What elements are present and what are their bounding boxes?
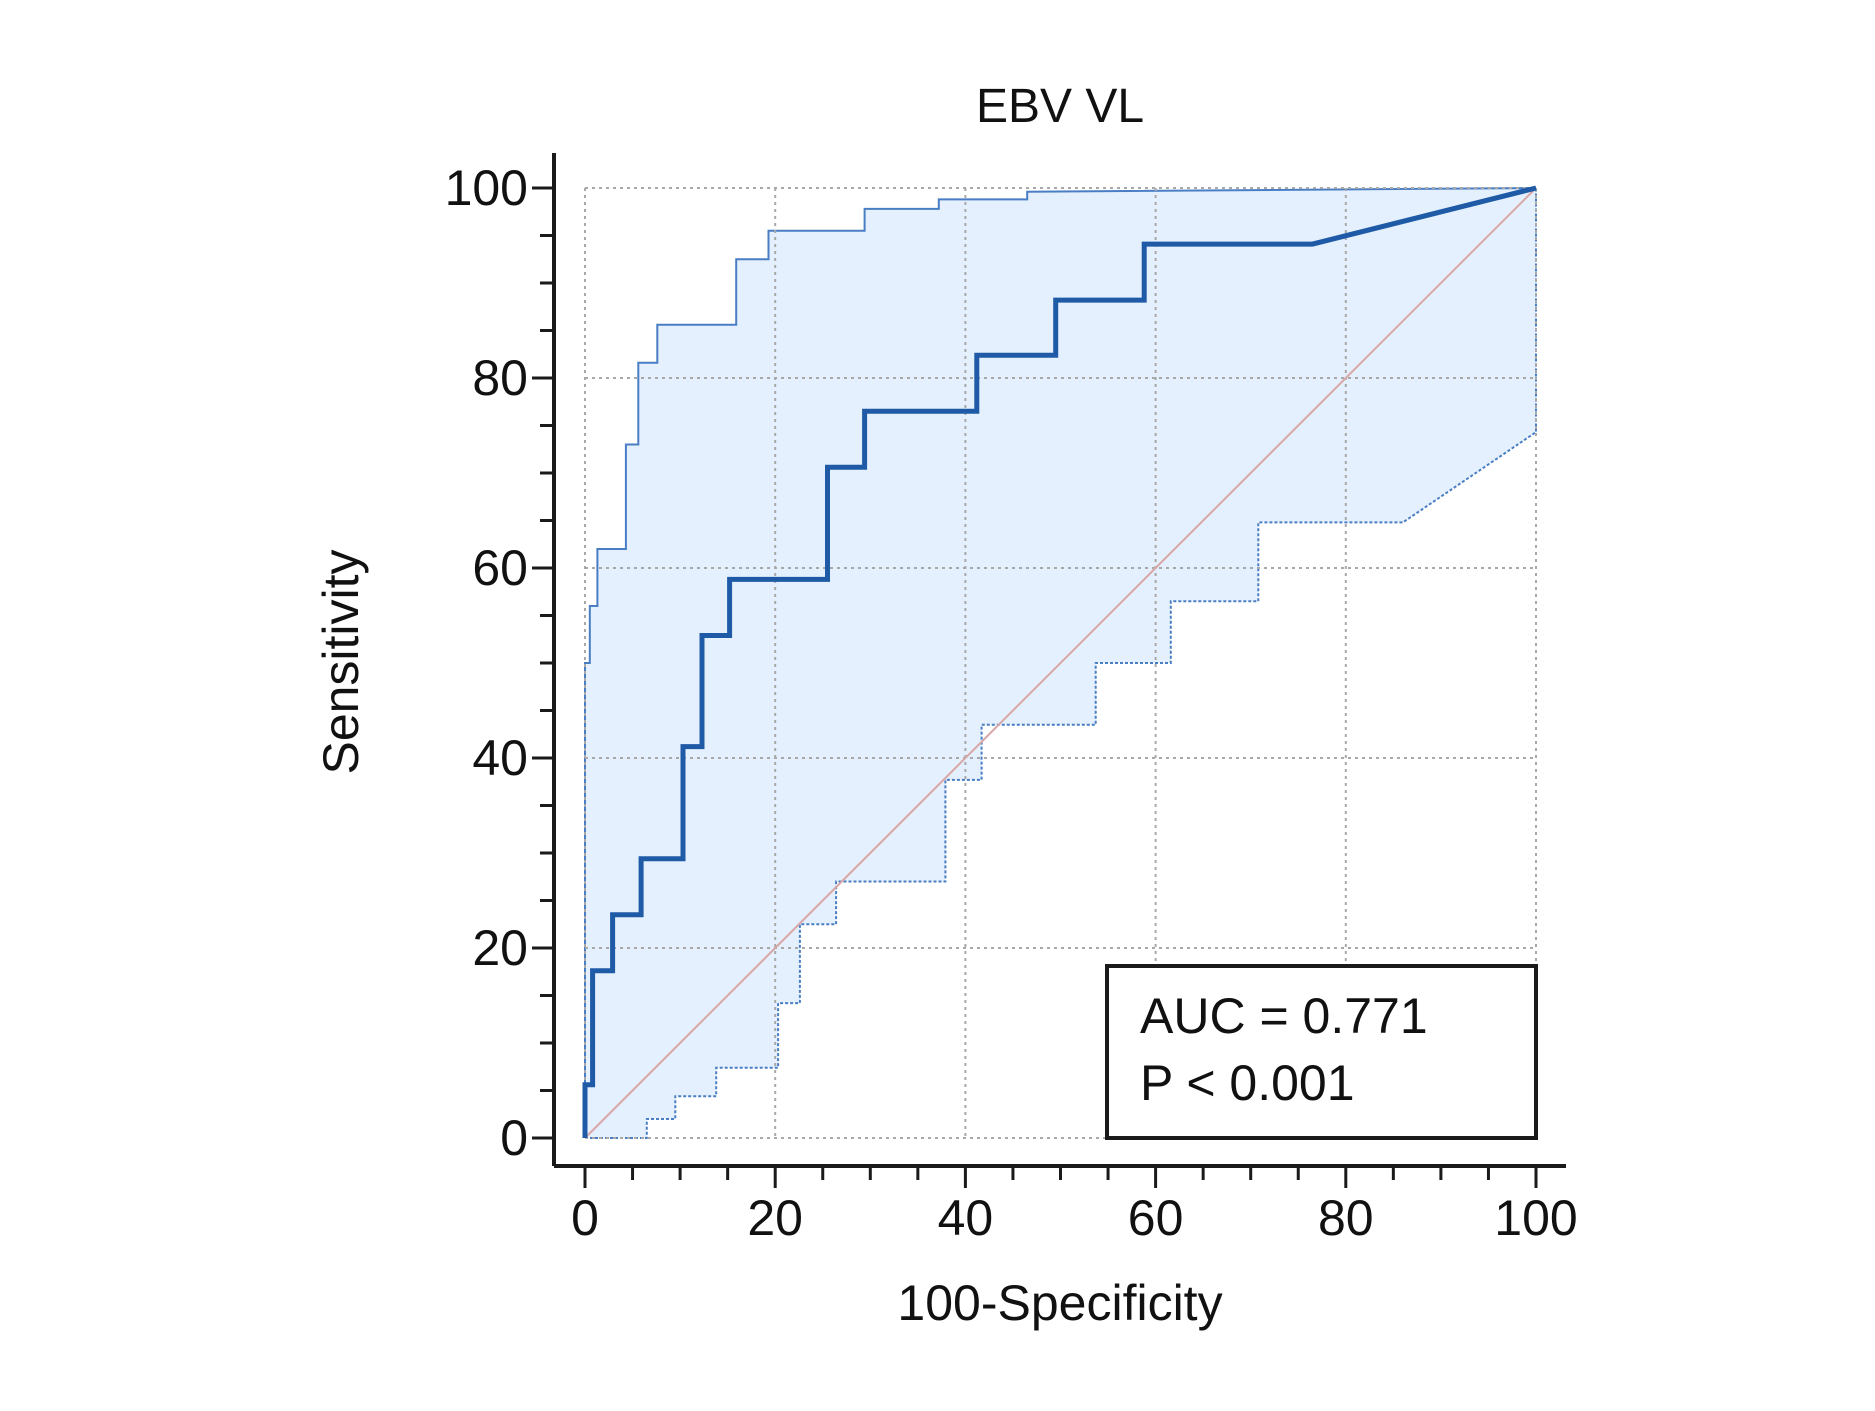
ci-upper-line bbox=[584, 187, 1537, 1138]
auc-value-text: AUC = 0.771 bbox=[1140, 988, 1428, 1044]
roc-curve-group bbox=[582, 185, 1537, 1138]
x-tick-label: 60 bbox=[1128, 1190, 1184, 1246]
y-tick-label: 60 bbox=[472, 540, 528, 596]
y-tick-label: 80 bbox=[472, 350, 528, 406]
tick-labels: 0 20 40 60 80 100 0 20 40 60 80 100 bbox=[445, 160, 1578, 1246]
y-axis-title: Sensitivity bbox=[313, 549, 369, 774]
annotation-frame bbox=[1105, 964, 1538, 1140]
reference-line-group bbox=[584, 187, 1537, 1139]
x-tick-label: 40 bbox=[938, 1190, 994, 1246]
axes bbox=[532, 153, 1566, 1188]
y-tick-label: 20 bbox=[472, 920, 528, 976]
reference-diagonal bbox=[584, 187, 1537, 1139]
y-tick-label: 40 bbox=[472, 730, 528, 786]
x-tick-label: 0 bbox=[571, 1190, 599, 1246]
p-value-text: P < 0.001 bbox=[1140, 1055, 1355, 1111]
x-tick-label: 80 bbox=[1318, 1190, 1374, 1246]
x-axis-title: 100-Specificity bbox=[897, 1275, 1222, 1331]
roc-curve bbox=[582, 185, 1537, 1138]
ci-lower-line bbox=[585, 188, 1537, 1139]
x-tick-label: 20 bbox=[747, 1190, 803, 1246]
x-tick-label: 100 bbox=[1494, 1190, 1577, 1246]
auc-annotation: AUC = 0.771 P < 0.001 bbox=[1105, 964, 1538, 1140]
y-tick-label: 100 bbox=[445, 160, 528, 216]
chart-title: EBV VL bbox=[976, 80, 1144, 133]
y-tick-label: 0 bbox=[500, 1110, 528, 1166]
